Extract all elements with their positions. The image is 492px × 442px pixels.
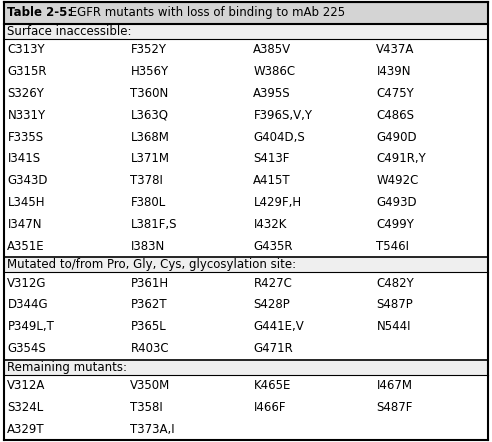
Text: G490D: G490D [376,130,417,144]
Bar [4,360,488,375]
Text: P365L: P365L [130,320,166,333]
Text: G471R: G471R [253,342,293,355]
Text: I341S: I341S [7,152,40,165]
Text: A385V: A385V [253,43,291,56]
Text: K465E: K465E [253,379,291,392]
Text: S487P: S487P [376,298,413,312]
Text: C499Y: C499Y [376,218,414,231]
Text: N331Y: N331Y [7,109,45,122]
Text: Remaining mutants:: Remaining mutants: [7,361,127,373]
Text: S487F: S487F [376,401,413,414]
Text: R427C: R427C [253,277,292,290]
Text: S324L: S324L [7,401,44,414]
Text: L371M: L371M [130,152,169,165]
Text: Table 2-5:: Table 2-5: [7,6,73,19]
Text: C486S: C486S [376,109,414,122]
Text: T546I: T546I [376,240,409,253]
Text: C475Y: C475Y [376,87,414,100]
Text: G441E,V: G441E,V [253,320,304,333]
Text: G343D: G343D [7,174,48,187]
Text: L381F,S: L381F,S [130,218,177,231]
Text: H356Y: H356Y [130,65,168,78]
Text: P349L,T: P349L,T [7,320,54,333]
Text: G493D: G493D [376,196,417,209]
Text: T373A,I: T373A,I [130,423,175,436]
Text: Surface inaccessible:: Surface inaccessible: [7,25,132,38]
Text: EGFR mutants with loss of binding to mAb 225: EGFR mutants with loss of binding to mAb… [66,6,345,19]
Text: I383N: I383N [130,240,165,253]
Text: T378I: T378I [130,174,163,187]
Text: I432K: I432K [253,218,287,231]
Text: C482Y: C482Y [376,277,414,290]
Text: F335S: F335S [7,130,43,144]
Text: C491R,Y: C491R,Y [376,152,426,165]
Text: R403C: R403C [130,342,169,355]
Text: C313Y: C313Y [7,43,45,56]
Text: V437A: V437A [376,43,415,56]
Text: L345H: L345H [7,196,45,209]
Text: V350M: V350M [130,379,171,392]
Text: P361H: P361H [130,277,168,290]
Text: W386C: W386C [253,65,296,78]
Text: G435R: G435R [253,240,293,253]
Text: Mutated to/from Pro, Gly, Cys, glycosylation site:: Mutated to/from Pro, Gly, Cys, glycosyla… [7,258,297,271]
Text: V312G: V312G [7,277,47,290]
Bar [4,23,488,39]
Text: I467M: I467M [376,379,412,392]
Text: L429F,H: L429F,H [253,196,302,209]
Text: L363Q: L363Q [130,109,168,122]
Text: I439N: I439N [376,65,411,78]
Text: S413F: S413F [253,152,290,165]
Text: S428P: S428P [253,298,290,312]
Text: I347N: I347N [7,218,42,231]
Text: N544I: N544I [376,320,411,333]
Text: G404D,S: G404D,S [253,130,305,144]
Text: T358I: T358I [130,401,163,414]
Text: D344G: D344G [7,298,48,312]
Bar [4,2,488,23]
Text: A415T: A415T [253,174,291,187]
Text: P362T: P362T [130,298,167,312]
Text: A395S: A395S [253,87,291,100]
Text: A351E: A351E [7,240,45,253]
Text: F352Y: F352Y [130,43,166,56]
Text: T360N: T360N [130,87,169,100]
Text: A329T: A329T [7,423,45,436]
Bar [4,257,488,272]
Text: S326Y: S326Y [7,87,44,100]
Text: G354S: G354S [7,342,46,355]
Text: V312A: V312A [7,379,46,392]
Text: F380L: F380L [130,196,166,209]
Text: G315R: G315R [7,65,47,78]
Text: I466F: I466F [253,401,286,414]
Text: W492C: W492C [376,174,419,187]
Text: F396S,V,Y: F396S,V,Y [253,109,312,122]
Text: L368M: L368M [130,130,169,144]
